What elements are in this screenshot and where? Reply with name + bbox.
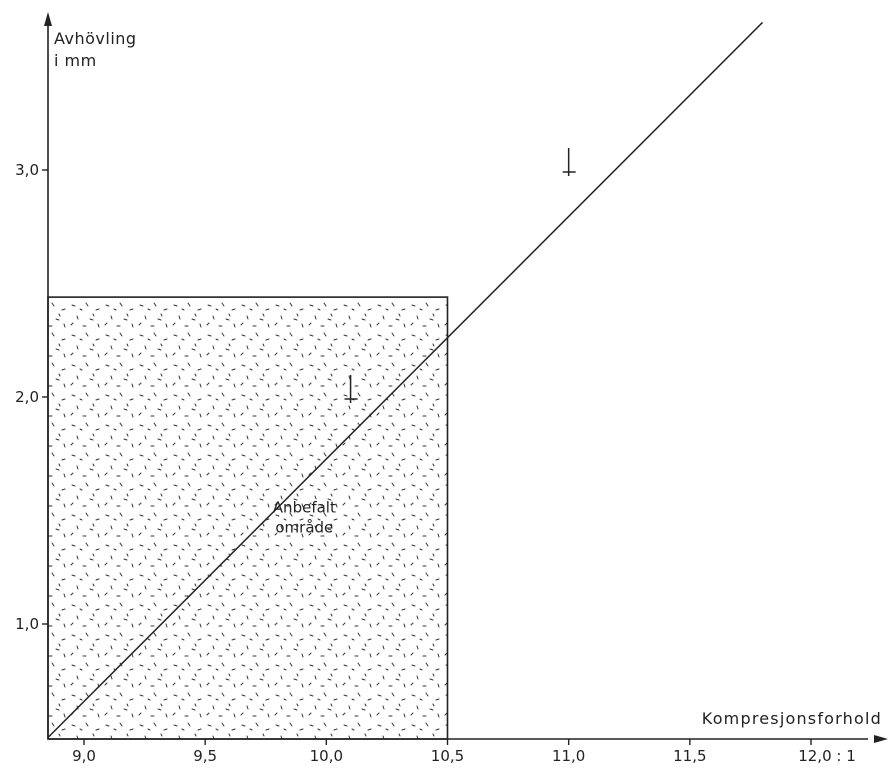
- x-tick-label: 10,5: [431, 747, 464, 765]
- x-tick-label: 9,0: [72, 747, 96, 765]
- x-axis-arrow-icon: [874, 735, 888, 743]
- region-label-line-1: Anbefalt: [273, 499, 336, 517]
- y-tick-label: 3,0: [15, 161, 39, 179]
- markers: [344, 148, 576, 403]
- x-tick-label: 12,0 : 1: [798, 747, 856, 765]
- y-tick-label: 2,0: [15, 388, 39, 406]
- data-point-marker: [562, 148, 576, 176]
- y-ticks: 1,0 2,0 3,0: [15, 161, 48, 633]
- y-axis-arrow-icon: [44, 12, 52, 26]
- series-line: [47, 21, 764, 739]
- recommended-region: [48, 297, 448, 739]
- data-point-marker: [344, 375, 358, 403]
- region-label-line-2: område: [275, 519, 333, 537]
- x-tick-label: 11,0: [552, 747, 585, 765]
- x-ticks: 9,0 9,5 10,0 10,5 11,0 11,5 12,0 : 1: [72, 739, 856, 765]
- y-axis-label-line-2: i mm: [54, 51, 97, 70]
- y-tick-label: 1,0: [15, 615, 39, 633]
- x-tick-label: 10,0: [310, 747, 343, 765]
- x-axis-label: Kompresjonsforhold: [702, 709, 882, 728]
- x-tick-label: 9,5: [193, 747, 217, 765]
- x-tick-label: 11,5: [673, 747, 706, 765]
- y-axis-label-line-1: Avhövling: [54, 29, 137, 48]
